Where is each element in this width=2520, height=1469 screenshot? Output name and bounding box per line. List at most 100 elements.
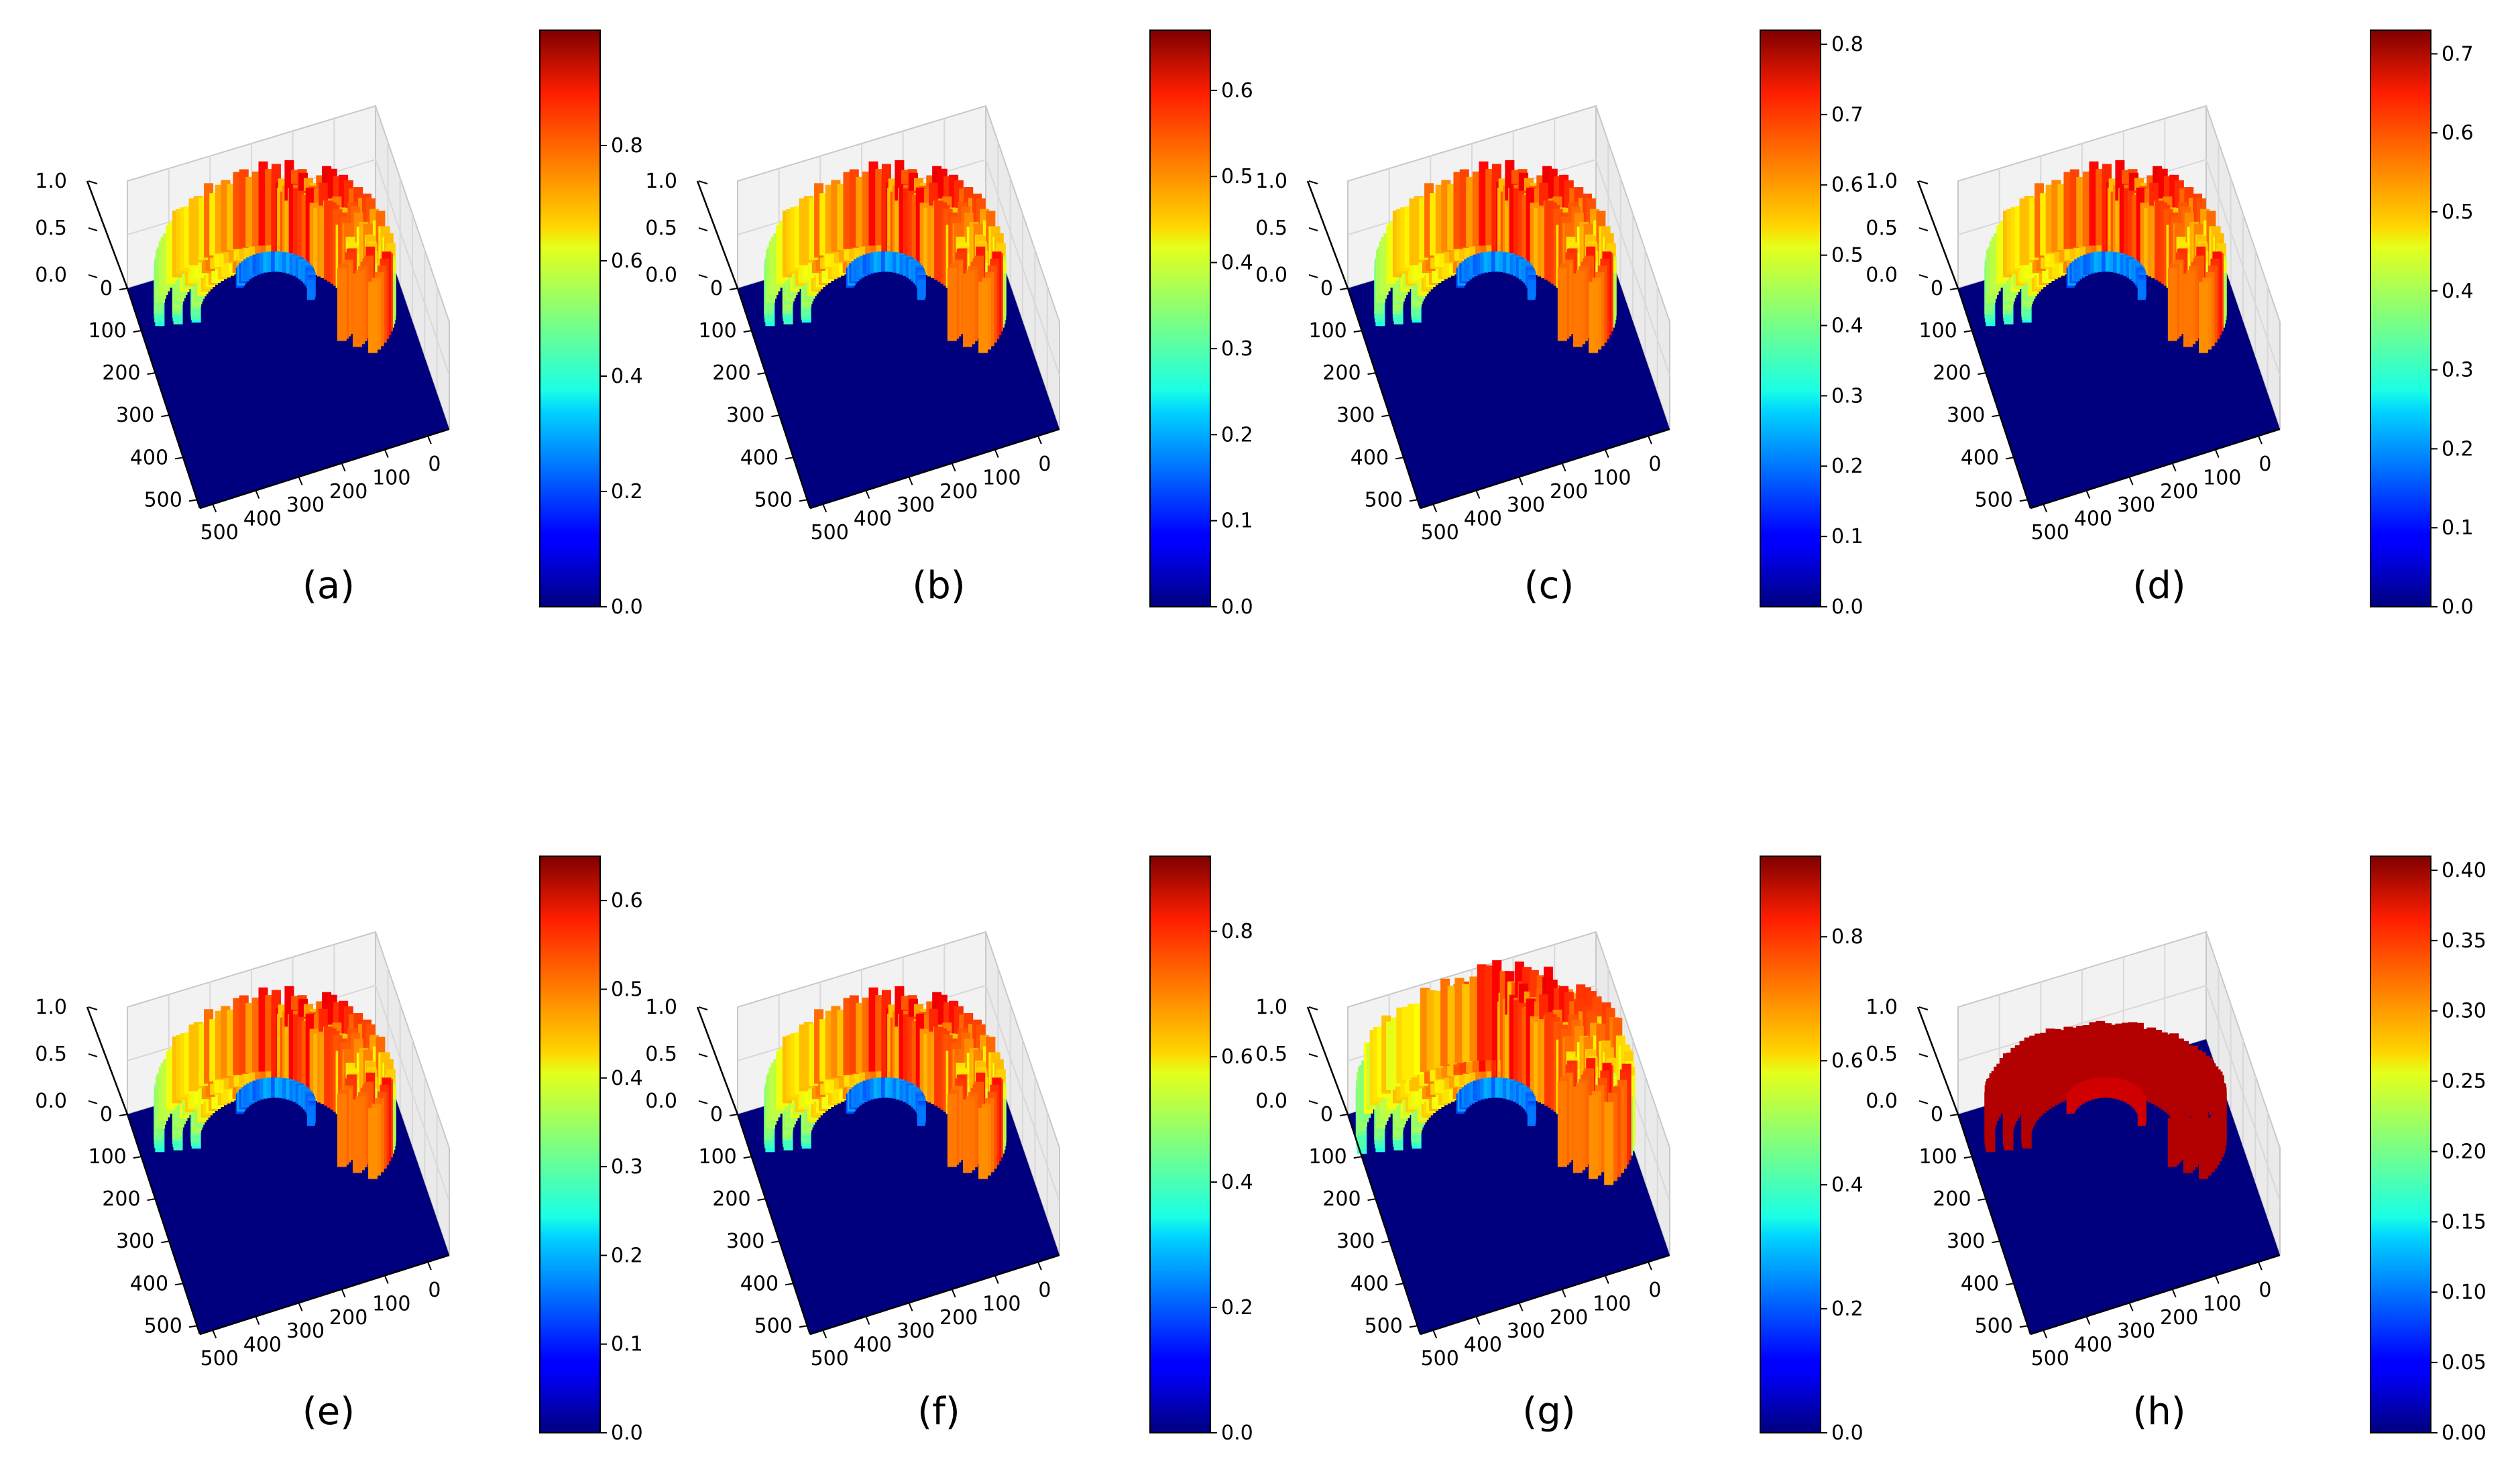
y-tick-label: 200 [712,361,750,385]
y-tick [133,330,141,333]
x-tick-label: 100 [1593,1293,1631,1316]
z-tick [698,274,708,278]
surface-bar [947,1094,957,1167]
y-tick [1353,330,1362,333]
x-tick [2085,1316,2091,1325]
x-tick [1432,1330,1438,1339]
x-tick [298,1302,303,1311]
y-tick [1339,1114,1349,1116]
y-tick [147,372,156,375]
colorbar [539,30,601,607]
y-tick [1409,1325,1418,1328]
colorbar-tick-label: 0.4 [1221,251,1253,275]
subplot-caption: (g) [1522,1390,1575,1433]
y-tick-label: 0 [710,1103,723,1126]
x-tick [2258,1261,2263,1271]
x-tick-label: 400 [854,508,892,531]
surface-bar [2167,268,2177,341]
x-tick [2043,504,2048,513]
z-tick-label: 0.0 [35,1090,67,1113]
colorbar-tick-label: 0.00 [2442,1421,2486,1445]
axis-line-z [696,180,739,289]
surface-bar [337,1094,347,1167]
axis-line-z [1916,180,1959,289]
axis-line-x [2030,1254,2281,1336]
surface-bar [368,1108,378,1179]
x-tick-label: 300 [2117,493,2155,517]
axis-line-y [1347,1114,1422,1335]
x-tick [1037,435,1042,445]
x-tick [298,476,303,485]
y-tick-label: 400 [1961,1272,1999,1295]
surface-bar [337,268,347,341]
x-tick [384,1275,389,1284]
x-tick-label: 200 [2160,1306,2198,1330]
colorbar-tick-label: 0.1 [2442,516,2474,540]
y-tick [1381,1240,1390,1244]
y-tick-label: 400 [1351,1272,1389,1295]
y-tick [1381,414,1390,418]
y-tick-label: 500 [1975,488,2013,512]
colorbar-tick-label: 0.6 [1221,1045,1253,1069]
surface-bar [368,282,378,353]
axis-line-y [126,288,201,509]
y-tick [1992,1240,2000,1244]
surface-bar [2137,1106,2146,1126]
colorbar-tick-label: 0.2 [611,480,643,504]
y-tick-label: 500 [144,488,182,512]
surface-mesh [154,160,396,353]
x-tick-label: 400 [1464,508,1502,531]
axis-line-y [736,1114,811,1335]
y-tick [1949,1114,1959,1116]
z-tick [88,1053,98,1057]
y-tick-label: 200 [1322,1187,1361,1211]
subplot-g: 0.00.51.00100200300400500010020030040050… [1255,856,1864,1445]
x-tick-label: 200 [1550,1306,1588,1330]
axis-line-y [1957,288,2032,509]
x-tick [994,449,999,458]
colorbar-tick-label: 0.4 [611,1067,643,1090]
axis-line-y [126,1114,201,1335]
axis-line-y [1347,288,1422,509]
x-tick [2171,463,2177,472]
z-tick [88,180,98,184]
colorbar-tick-label: 0.0 [611,1421,643,1445]
x-tick [384,449,389,458]
z-tick-label: 1.0 [1255,996,1287,1019]
y-tick-label: 300 [726,1230,764,1253]
z-tick [1308,180,1318,184]
x-tick [994,1275,999,1284]
colorbar-tick-label: 0.8 [611,134,643,158]
surface-bar [917,280,925,300]
colorbar [1149,856,1211,1433]
x-tick [2258,435,2263,445]
x-tick [1475,490,1481,499]
z-tick-label: 0.0 [645,263,677,287]
colorbar [1760,30,1821,607]
y-tick-label: 300 [116,1230,154,1253]
y-tick-label: 100 [89,319,127,343]
x-tick [1561,463,1566,472]
z-tick-label: 0.0 [1255,1090,1287,1113]
x-tick [2214,1275,2220,1284]
subplot-caption: (e) [302,1390,355,1433]
y-tick-label: 200 [1322,361,1361,385]
y-tick-label: 100 [1309,1145,1347,1169]
x-tick [822,504,827,513]
colorbar-tick-label: 0.0 [1831,595,1864,619]
surface-bar [962,1099,972,1173]
y-tick-label: 200 [102,361,140,385]
x-tick-label: 100 [1593,467,1631,490]
x-tick [212,1330,217,1339]
z-tick [698,180,708,184]
colorbar-tick-label: 0.20 [2442,1140,2486,1163]
colorbar-tick-label: 0.8 [1831,33,1864,56]
subplot-caption: (f) [917,1390,960,1433]
colorbar-tick-label: 0.7 [1831,103,1864,127]
z-tick-label: 1.0 [35,996,67,1019]
x-tick [865,1316,870,1325]
colorbar-tick-label: 0.05 [2442,1351,2486,1374]
y-tick [1963,330,1972,333]
surface-mesh [1984,1020,2227,1179]
surface-bar [978,282,988,353]
